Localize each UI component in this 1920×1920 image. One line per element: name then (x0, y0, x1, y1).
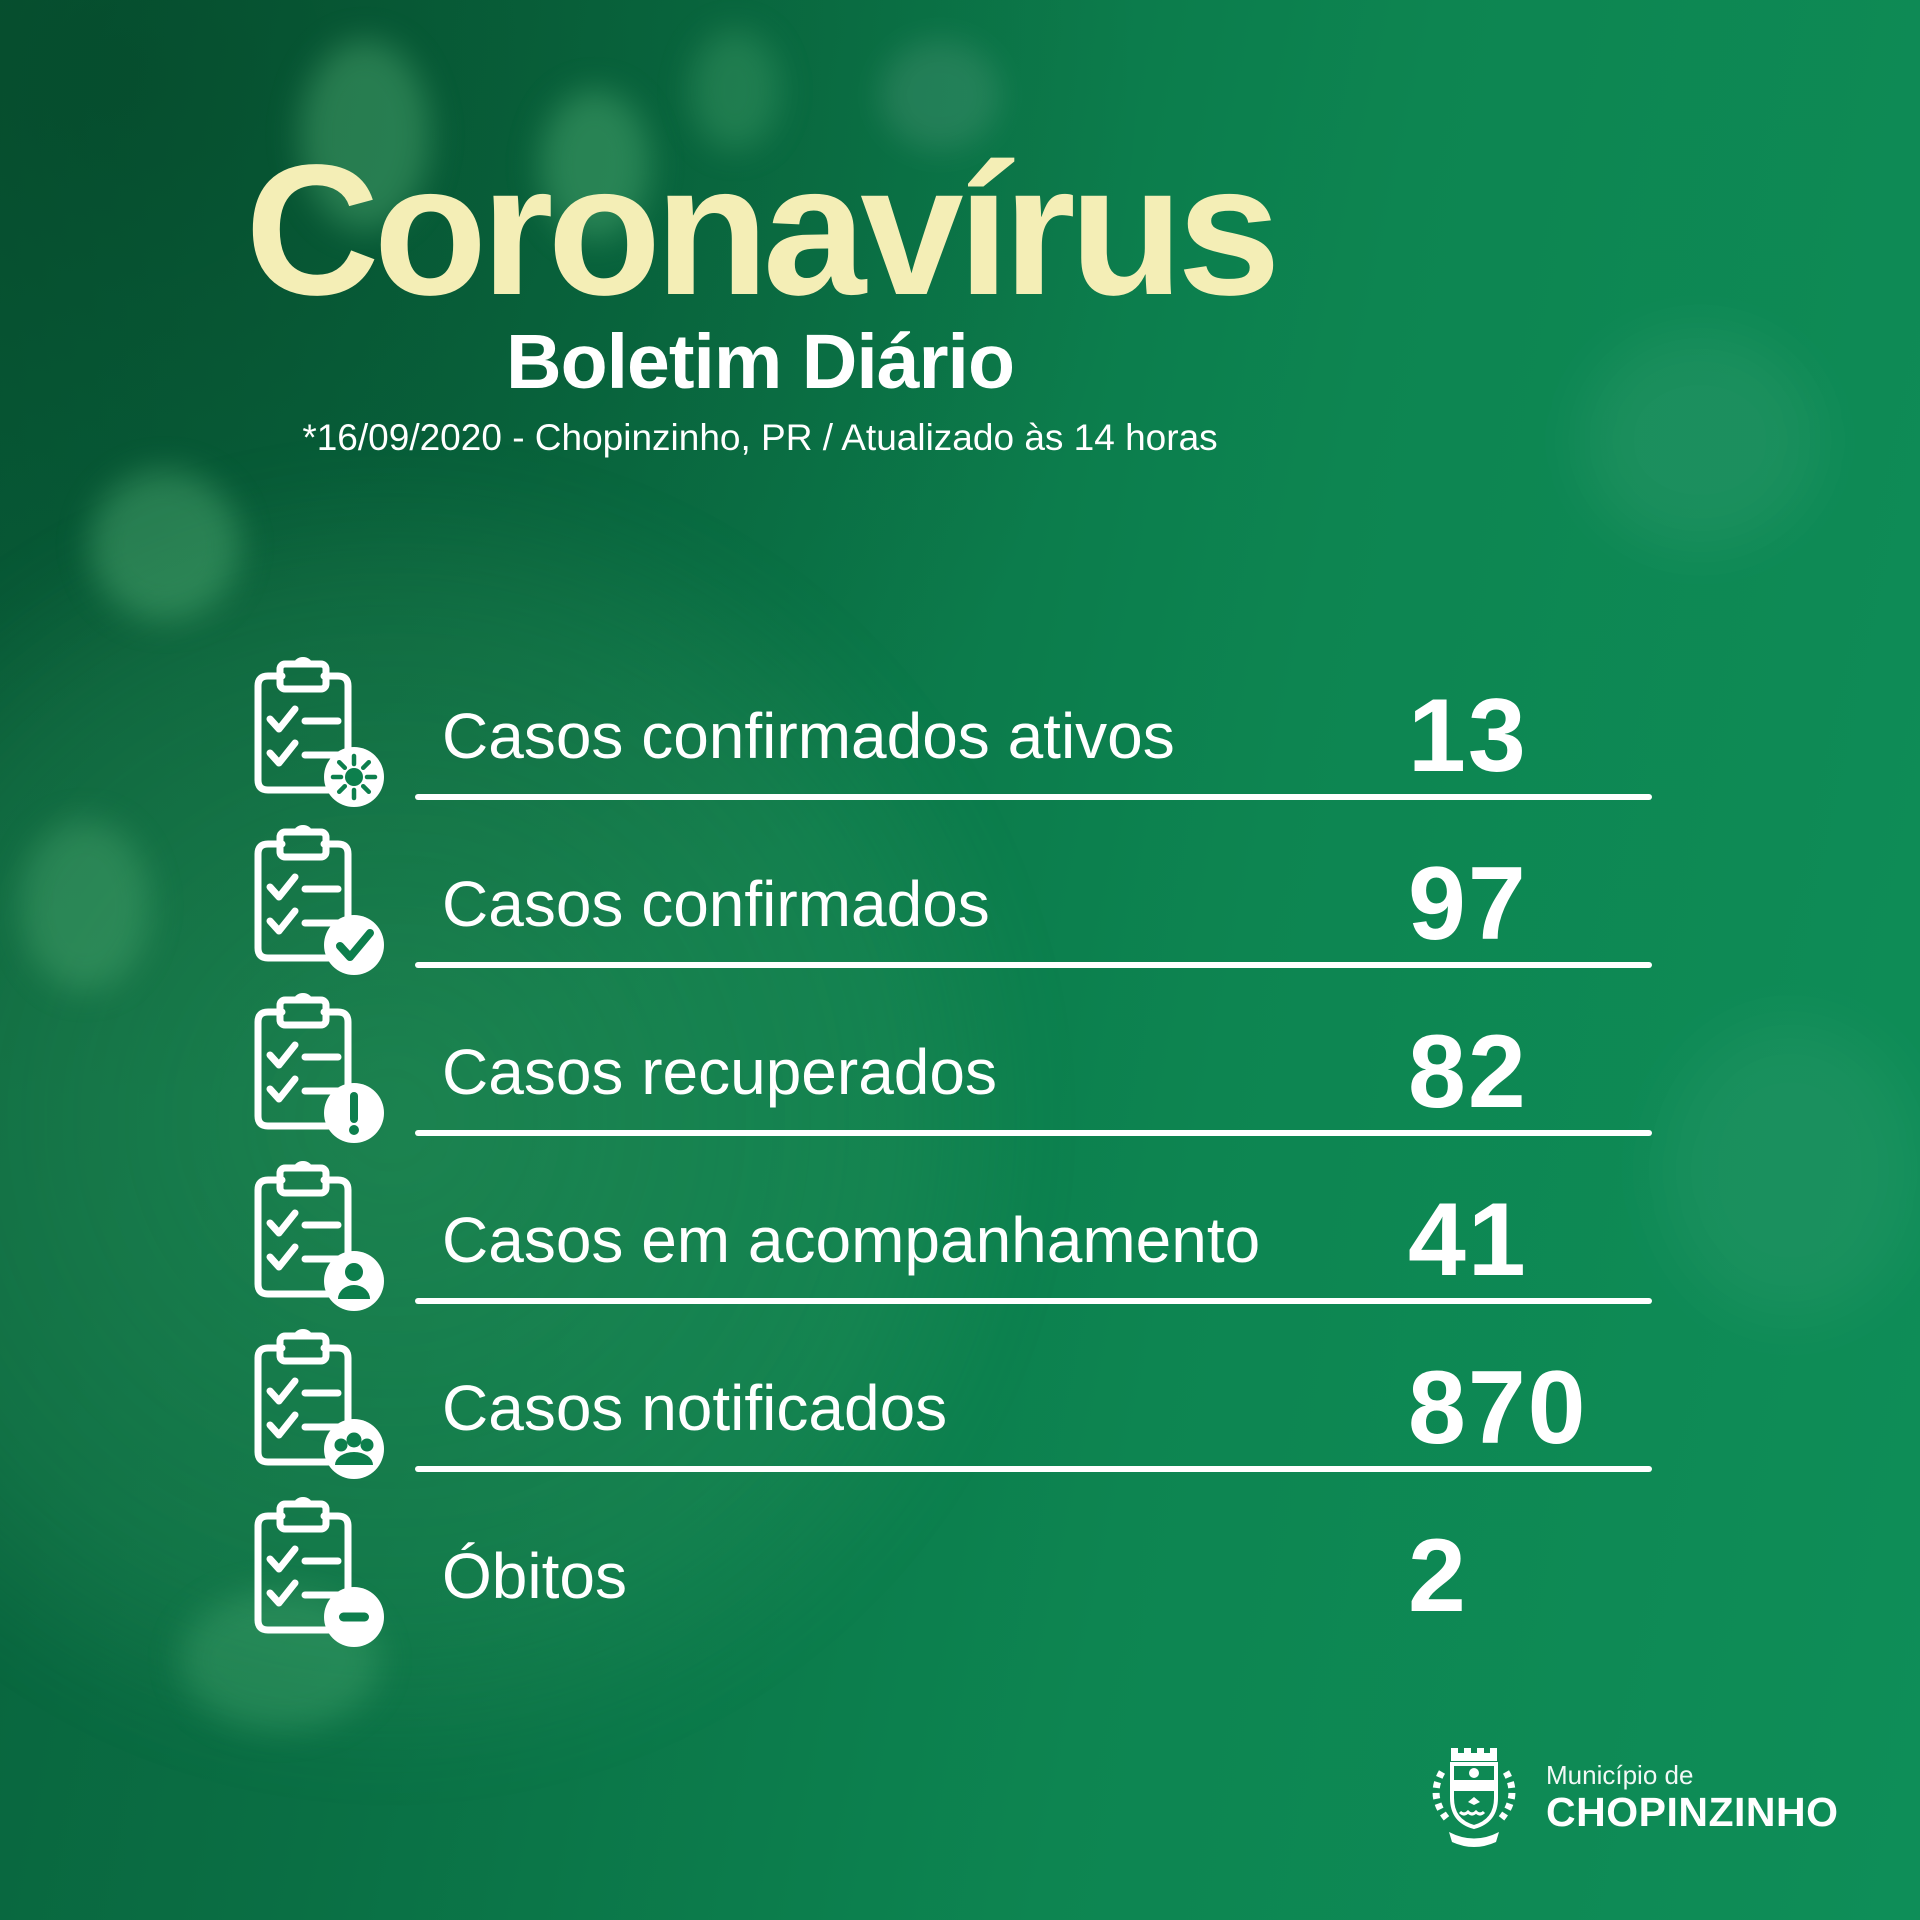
stat-row-1: Casos confirmados ativos 13 (0, 655, 1920, 823)
stat-value: 870 (1408, 1350, 1588, 1467)
person-badge-icon (338, 1263, 370, 1299)
clipboard-check-icon (254, 825, 384, 975)
stat-label: Casos notificados (442, 1372, 948, 1445)
bulletin-header: Coronavírus Boletim Diário *16/09/2020 -… (0, 138, 1520, 459)
row-divider (415, 1130, 1652, 1136)
stat-label: Óbitos (442, 1540, 627, 1613)
stat-value: 82 (1408, 1014, 1528, 1131)
sun-badge-icon (330, 753, 378, 801)
background-smudge (1580, 330, 1820, 550)
check-badge-icon (336, 929, 374, 961)
stat-value: 97 (1408, 846, 1528, 963)
clipboard-minus-icon (254, 1497, 384, 1647)
dateline: *16/09/2020 - Chopinzinho, PR / Atualiza… (302, 417, 1218, 458)
minus-badge-icon (339, 1612, 369, 1622)
row-divider (415, 1466, 1652, 1472)
stat-row-2: Casos confirmados 97 (0, 823, 1920, 991)
stat-row-6: Óbitos 2 (0, 1495, 1920, 1663)
municipality-logo: Município de CHOPINZINHO (1418, 1742, 1839, 1852)
stats-list: Casos confirmados ativos 13 (0, 655, 1920, 1663)
stat-row-4: Casos em acompanhamento 41 (0, 1159, 1920, 1327)
coat-of-arms-icon (1432, 1748, 1516, 1847)
municipality-name: CHOPINZINHO (1546, 1789, 1839, 1835)
page-subtitle: Boletim Diário (506, 319, 1015, 405)
group-badge-icon (334, 1432, 374, 1465)
page-title: Coronavírus (245, 127, 1281, 334)
stat-label: Casos confirmados (442, 868, 990, 941)
row-divider (415, 962, 1652, 968)
stat-label: Casos confirmados ativos (442, 700, 1175, 773)
municipality-prefix: Município de (1546, 1760, 1694, 1790)
exclamation-badge-icon (349, 1092, 359, 1135)
stat-row-3: Casos recuperados 82 (0, 991, 1920, 1159)
row-divider (415, 1298, 1652, 1304)
stat-label: Casos em acompanhamento (442, 1204, 1261, 1277)
stat-label: Casos recuperados (442, 1036, 997, 1109)
stat-value: 2 (1408, 1518, 1468, 1635)
clipboard-group-icon (254, 1329, 384, 1479)
clipboard-person-icon (254, 1161, 384, 1311)
virus-stalk-blob (90, 470, 240, 620)
stat-row-5: Casos notificados 870 (0, 1327, 1920, 1495)
stat-value: 13 (1408, 678, 1528, 795)
clipboard-sun-icon (254, 657, 384, 807)
clipboard-alert-icon (254, 993, 384, 1143)
stat-value: 41 (1408, 1182, 1528, 1299)
row-divider (415, 794, 1652, 800)
municipality-name-block: Município de CHOPINZINHO (1546, 1742, 1839, 1833)
